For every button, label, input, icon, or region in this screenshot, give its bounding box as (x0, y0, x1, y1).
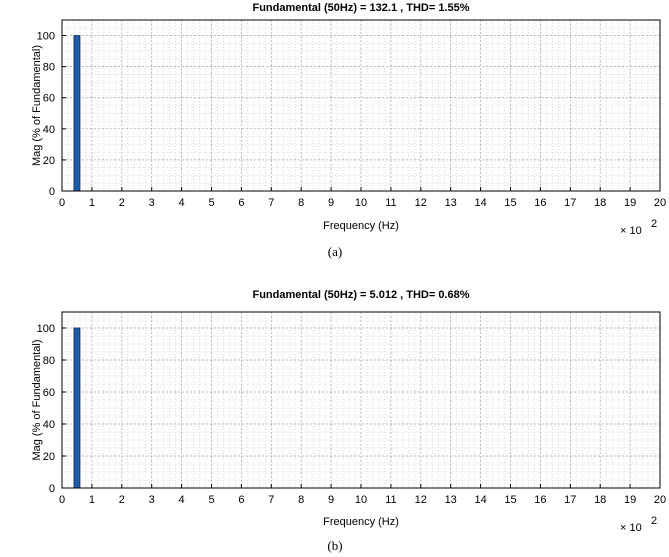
x-tick-label: 5 (208, 197, 214, 209)
bar (73, 35, 81, 192)
chart-title: Fundamental (50Hz) = 132.1 , THD= 1.55% (252, 2, 469, 14)
x-axis-multiplier: × 10 (620, 522, 642, 534)
y-tick-label: 60 (43, 387, 55, 399)
x-axis-label: Frequency (Hz) (323, 516, 399, 528)
x-tick-label: 11 (385, 197, 396, 209)
y-tick-label: 20 (43, 155, 55, 167)
x-tick-label: 19 (624, 197, 636, 209)
x-tick-label: 10 (355, 197, 367, 209)
y-tick-label: 80 (43, 62, 55, 74)
y-axis-label: Mag (% of Fundamental) (31, 339, 43, 460)
x-tick-label: 15 (504, 197, 516, 209)
x-tick-label: 8 (298, 197, 304, 209)
x-tick-label: 11 (385, 494, 396, 506)
x-tick-label: 0 (59, 494, 65, 506)
major-grid (61, 312, 661, 489)
x-tick-label: 3 (149, 494, 155, 506)
x-tick-label: 18 (594, 494, 606, 506)
x-tick-label: 10 (355, 494, 367, 506)
bar (73, 327, 81, 489)
y-tick-label: 40 (43, 124, 55, 136)
x-tick-label: 7 (268, 494, 274, 506)
minor-grid (61, 19, 661, 192)
x-tick-label: 9 (328, 494, 334, 506)
x-tick-label: 20 (654, 494, 666, 506)
x-tick-label: 1 (89, 197, 95, 209)
y-tick-label: 100 (37, 31, 55, 43)
x-axis-multiplier: × 10 (620, 225, 642, 237)
y-tick-label: 0 (49, 186, 55, 198)
x-tick-label: 0 (59, 197, 65, 209)
panel-caption: (a) (328, 244, 342, 259)
x-tick-label: 4 (179, 197, 185, 209)
x-tick-label: 14 (474, 494, 486, 506)
minor-grid (61, 311, 661, 489)
x-axis-multiplier-exponent: 2 (651, 515, 657, 527)
x-tick-label: 6 (238, 197, 244, 209)
x-tick-label: 2 (119, 494, 125, 506)
x-tick-label: 15 (504, 494, 516, 506)
y-tick-label: 20 (43, 451, 55, 463)
y-tick-label: 40 (43, 419, 55, 431)
x-tick-label: 20 (654, 197, 666, 209)
y-tick-label: 60 (43, 93, 55, 105)
x-tick-label: 7 (268, 197, 274, 209)
y-axis-label: Mag (% of Fundamental) (31, 45, 43, 166)
chart-b: 0 1 2 3 4 5 6 7 8 9 10 11 12 13 14 15 16 17 18 19 2002040608… (31, 289, 666, 553)
x-tick-label: 17 (564, 494, 576, 506)
x-axis-label: Frequency (Hz) (323, 220, 399, 232)
x-tick-label: 3 (149, 197, 155, 209)
major-grid (61, 20, 661, 192)
x-tick-label: 5 (208, 494, 214, 506)
x-tick-label: 6 (238, 494, 244, 506)
x-tick-label: 4 (179, 494, 185, 506)
x-tick-label: 9 (328, 197, 334, 209)
x-tick-label: 14 (474, 197, 486, 209)
x-tick-label: 17 (564, 197, 576, 209)
x-tick-label: 12 (415, 197, 427, 209)
y-tick-label: 100 (37, 323, 55, 335)
y-tick-label: 0 (49, 483, 55, 495)
x-tick-label: 19 (624, 494, 636, 506)
x-axis-multiplier-exponent: 2 (651, 218, 657, 230)
x-tick-label: 16 (534, 197, 546, 209)
x-tick-label: 1 (89, 494, 95, 506)
y-tick-label: 80 (43, 355, 55, 367)
x-tick-label: 8 (298, 494, 304, 506)
x-tick-label: 18 (594, 197, 606, 209)
x-tick-label: 2 (119, 197, 125, 209)
x-tick-label: 13 (445, 197, 457, 209)
panel-caption: (b) (327, 538, 342, 553)
chart-a: 0 1 2 3 4 5 6 7 8 9 10 11 12 13 14 15 16 17 18 19 2002040608… (31, 2, 666, 259)
chart-title: Fundamental (50Hz) = 5.012 , THD= 0.68% (252, 289, 469, 301)
x-tick-label: 12 (415, 494, 427, 506)
x-tick-label: 13 (445, 494, 457, 506)
x-tick-label: 16 (534, 494, 546, 506)
